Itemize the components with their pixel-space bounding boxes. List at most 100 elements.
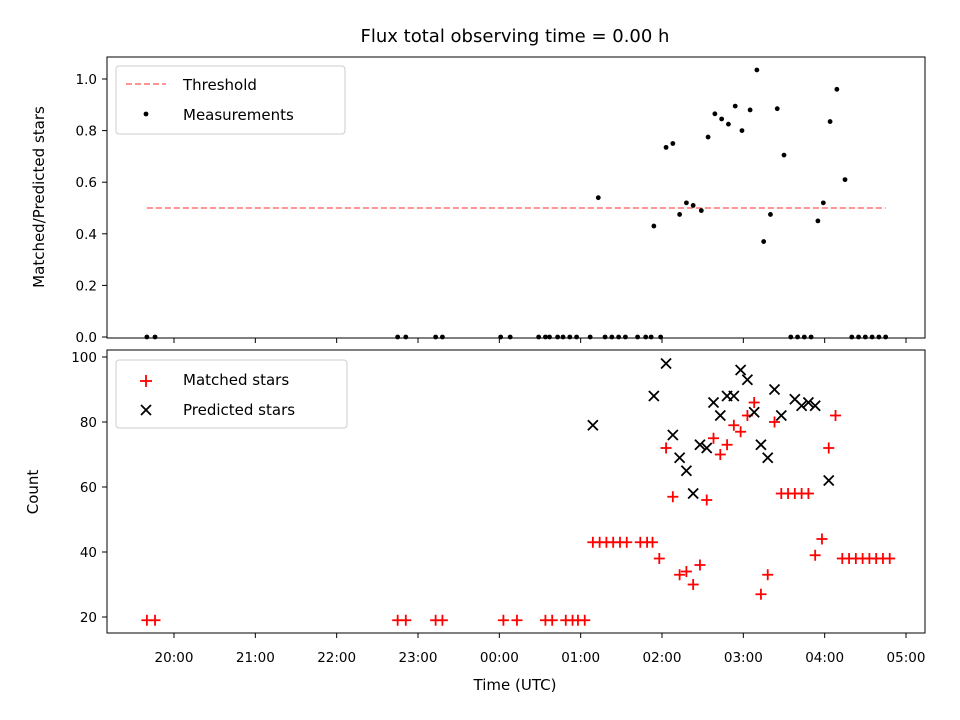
measurement-point [747,107,753,113]
predicted-star-point [673,452,686,464]
predicted-star-point [755,439,767,451]
bottom-y-tick-label: 80 [80,415,97,431]
predicted-star-point [694,439,706,451]
measurement-point [876,334,882,340]
legend-threshold-label: Threshold [182,76,257,94]
bottom-y-tick-label: 100 [71,350,97,366]
matched-star-point [653,553,665,564]
matched-star-point [762,569,774,581]
measurement-point [623,334,628,340]
measurement-point [616,334,622,340]
matched-star-point [802,488,814,499]
measurement-point [677,212,683,217]
bottom-y-tick-label: 60 [80,480,97,496]
measurement-point [842,177,848,183]
bottom-x-axis-ticks: 20:00 21:00 22:00 23:00 00:00 01:00 02:00 03:00… [155,633,926,666]
x-tick-label: 22:00 [317,650,356,666]
measurement-point [651,223,657,229]
bottom-legend-box [115,359,348,429]
top-x-axis-ticks [173,338,907,343]
measurement-point [395,334,401,340]
predicted-star-point [728,390,740,402]
measurement-point [732,103,738,109]
matched-star-point [546,614,558,626]
measurement-point [869,334,875,340]
predicted-star-point [741,374,754,386]
predicted-star-point [795,400,808,412]
matched-star-point [809,549,821,561]
bottom-y-tick-label: 40 [80,545,97,561]
matched-star-point [511,614,523,626]
top-plot-frame [106,56,926,339]
measurement-point [739,128,745,134]
matched-star-point [579,614,591,626]
measurement-point [690,203,696,208]
matched-star-point [694,559,706,571]
bottom-panel: 20 40 60 80 100 20:00 21:00 22:00 23:00 00:00 01:… [24,349,926,694]
matched-star-point [497,614,509,626]
measurement-point [567,334,573,340]
x-tick-label: 04:00 [805,650,844,666]
bottom-y-axis-label: Count [24,470,42,515]
matched-star-point [721,439,733,451]
measurement-point [820,200,826,206]
matched-star-point [884,553,896,564]
measurement-point [788,334,794,340]
legend-measurements-label: Measurements [183,106,294,124]
x-tick-label: 03:00 [724,650,763,666]
measurement-point [684,200,689,206]
matched-star-point [687,579,699,590]
matched-star-point [667,491,679,503]
predicted-star-point [667,429,679,441]
measurement-point [643,334,649,340]
matched-star-point [755,588,767,600]
measurement-point [609,334,615,340]
measurement-point [774,106,780,112]
matched-star-point [647,536,659,548]
measurement-point [808,334,814,340]
matched-star-point [748,397,760,408]
top-y-tick-label: 0.4 [76,227,97,243]
measurement-point [144,334,150,340]
predicted-star-point [587,419,599,431]
measurement-point [815,218,821,224]
top-panel: 0.0 0.2 0.4 0.6 0.8 1.0 Matched/Predicted sta… [30,56,926,346]
measurement-point [698,208,704,213]
matched-star-point [735,426,747,438]
measurement-point [849,334,855,340]
measurement-point [834,86,840,92]
measurement-point [754,67,760,73]
measurement-point [801,334,807,340]
measurement-point [602,334,608,340]
top-y-tick-label: 0.2 [76,278,97,294]
predicted-star-point [701,442,713,454]
measurement-point [663,144,669,150]
matched-stars-points [141,397,896,626]
predicted-star-point [660,357,672,370]
predicted-star-point [809,400,821,412]
matched-star-point [728,419,740,431]
measurement-point [635,334,640,340]
measurement-point [768,212,773,217]
matched-star-point [708,432,720,444]
top-y-axis-ticks: 0.0 0.2 0.4 0.6 0.8 1.0 [76,72,107,346]
matched-star-point [436,614,448,626]
x-tick-label: 01:00 [561,650,600,666]
x-tick-label: 21:00 [236,650,275,666]
top-y-axis-label: Matched/Predicted stars [30,106,48,288]
matched-star-point [674,569,686,581]
matched-star-point [769,416,781,428]
measurement-point [648,334,654,340]
measurement-point [152,334,158,340]
measurement-point [719,116,725,122]
x-tick-label: 05:00 [887,650,926,666]
bottom-legend: Matched stars Predicted stars [115,359,348,429]
matched-star-point [714,449,726,460]
matched-star-point [149,614,161,626]
legend-matched-swatch [140,375,152,387]
measurement-point [433,334,439,340]
x-tick-label: 00:00 [480,650,519,666]
measurement-point [595,195,601,201]
top-legend-box [115,65,346,135]
